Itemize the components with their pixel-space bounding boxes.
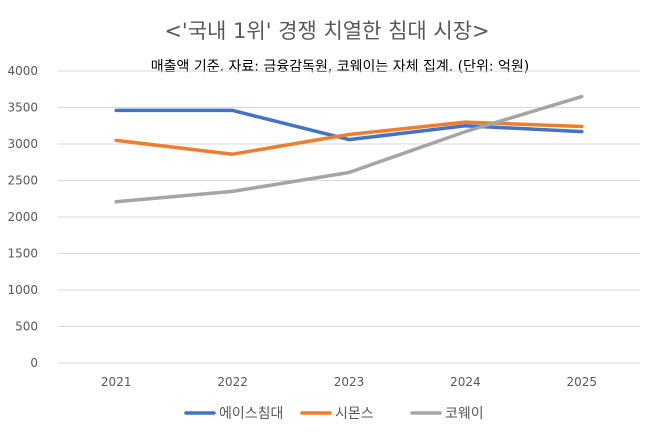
legend: 에이스침대 시몬스 코웨이 (184, 406, 484, 422)
y-tick-label: 1500 (7, 247, 38, 261)
y-tick-label: 500 (15, 320, 38, 334)
y-tick-label: 3500 (7, 101, 38, 115)
legend-label: 코웨이 (445, 406, 484, 422)
y-tick-label: 2500 (7, 174, 38, 188)
chart-title: <'국내 1위' 경쟁 치열한 침대 시장> (164, 19, 489, 43)
legend-label: 시몬스 (335, 406, 374, 422)
series-line-0 (114, 108, 584, 142)
x-tick-label: 2025 (567, 375, 598, 389)
x-tick-label: 2024 (450, 375, 481, 389)
chart-subtitle: 매출액 기준. 자료: 금융감독원, 코웨이는 자체 집계. (단위: 억원) (151, 59, 529, 75)
y-tick-label: 1000 (7, 283, 38, 297)
y-axis-tick-labels: 0 500 1000 1500 2000 2500 3000 3500 4000 (7, 64, 38, 370)
legend-label: 에이스침대 (219, 406, 283, 422)
x-tick-label: 2022 (217, 375, 248, 389)
x-tick-label: 2021 (101, 375, 132, 389)
y-tick-label: 0 (30, 356, 38, 370)
y-tick-label: 4000 (7, 64, 38, 78)
y-tick-label: 3000 (7, 137, 38, 151)
y-tick-label: 2000 (7, 210, 38, 224)
series-lines (114, 94, 584, 204)
x-tick-label: 2023 (334, 375, 365, 389)
series-line-1 (114, 120, 584, 156)
gridlines (58, 70, 640, 364)
series-line-2 (114, 94, 584, 204)
x-axis-tick-labels: 2021 2022 2023 2024 2025 (101, 375, 597, 389)
